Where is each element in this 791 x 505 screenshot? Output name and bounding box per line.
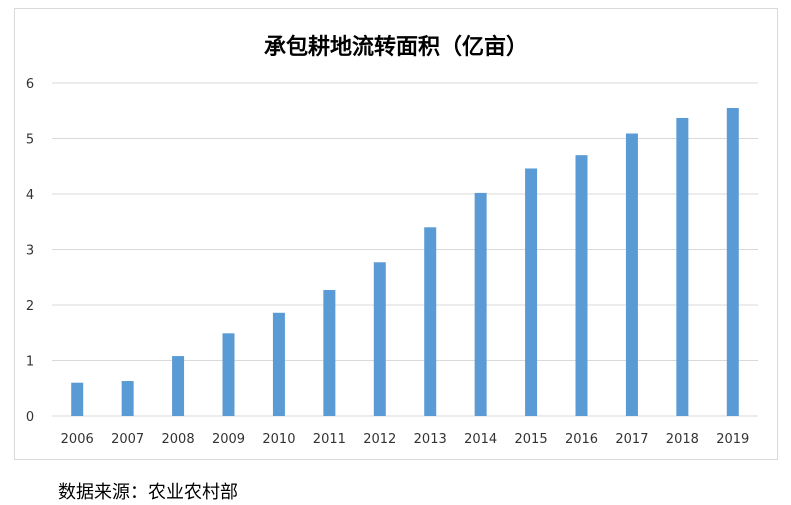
y-tick-label: 2 [26,299,34,314]
bar [222,333,235,416]
bar [726,107,739,416]
chart-title: 承包耕地流转面积（亿亩） [263,35,528,60]
bar [71,382,84,416]
x-tick-label: 2007 [111,432,144,447]
y-tick-label: 0 [26,410,34,425]
x-tick-label: 2015 [515,432,548,447]
y-tick-label: 6 [26,77,34,92]
x-tick-label: 2019 [716,432,749,447]
bar [373,262,386,416]
bar [424,227,437,416]
bar [121,381,134,416]
x-tick-label: 2006 [61,432,94,447]
bar [575,155,588,416]
x-tick-label: 2009 [212,432,245,447]
x-tick-label: 2017 [615,432,648,447]
bar [525,168,538,416]
bar [272,312,285,416]
x-tick-label: 2011 [313,432,346,447]
y-tick-label: 4 [26,188,34,203]
x-tick-label: 2013 [414,432,447,447]
x-tick-label: 2014 [464,432,497,447]
x-tick-label: 2012 [363,432,396,447]
y-tick-label: 5 [26,133,34,148]
x-tick-label: 2008 [162,432,195,447]
bar [676,117,689,416]
x-tick-label: 2018 [666,432,699,447]
bar [474,192,487,416]
x-tick-label: 2016 [565,432,598,447]
bar [323,290,336,416]
bar [172,356,185,416]
y-tick-label: 1 [26,355,34,370]
x-tick-label: 2010 [262,432,295,447]
bar [625,133,638,416]
source-note: 数据来源：农业农村部 [58,482,238,503]
y-tick-label: 3 [26,244,34,259]
